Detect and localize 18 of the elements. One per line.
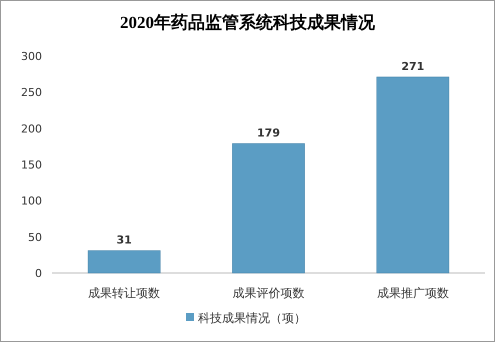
- x-tick-label: 成果推广项数: [376, 286, 449, 300]
- x-tick-label: 成果评价项数: [232, 286, 304, 300]
- bar: [376, 76, 450, 274]
- x-tick-label: 成果转让项数: [88, 286, 160, 300]
- bar: [232, 143, 305, 274]
- data-label: 31: [116, 234, 132, 247]
- legend-label: 科技成果情况（项）: [198, 311, 306, 325]
- y-tick-label: 0: [35, 267, 42, 280]
- y-tick-label: 250: [21, 86, 42, 100]
- y-tick-label: 50: [28, 230, 42, 244]
- y-tick-label: 300: [21, 50, 42, 63]
- data-label: 271: [401, 60, 424, 73]
- y-tick-label: 200: [21, 122, 42, 136]
- y-tick-label: 150: [21, 158, 42, 172]
- data-label: 179: [257, 126, 280, 140]
- y-tick-label: 100: [21, 194, 42, 208]
- bar: [88, 250, 160, 274]
- chart-title: 2020年药品监管系统科技成果情况: [120, 13, 376, 32]
